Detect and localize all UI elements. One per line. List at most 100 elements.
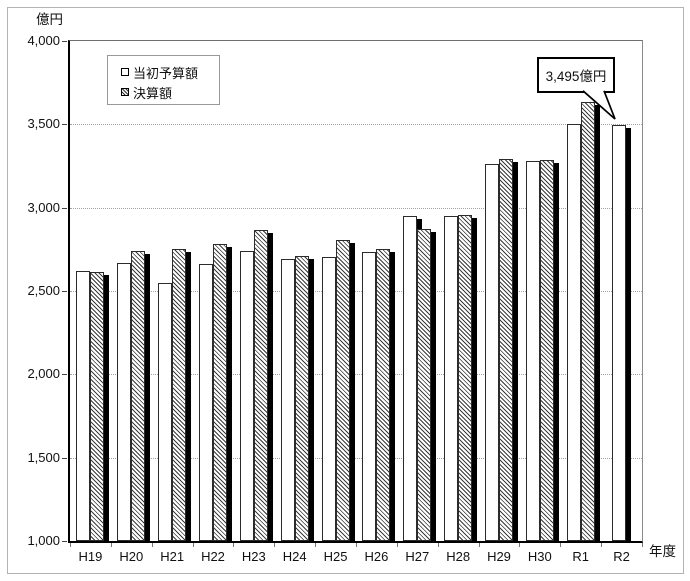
- y-tick-label-2500: 2,500: [27, 283, 60, 298]
- bar-settlement-H22: [213, 244, 227, 541]
- bar-settlement-H26: [376, 249, 391, 541]
- x-tick-mark-7: [356, 543, 357, 547]
- bar-budget-H20: [117, 262, 132, 541]
- y-tick-mark-4000: [62, 41, 67, 42]
- bar-budget-H24: [280, 258, 295, 541]
- bars-layer: [70, 41, 642, 541]
- x-tick-mark-13: [601, 543, 603, 547]
- bar-settlement-H28: [458, 215, 473, 541]
- x-axis-title: 年度: [649, 544, 676, 559]
- x-tick-mark-6: [315, 543, 317, 547]
- bar-shadow-settlement-H30: [553, 163, 559, 541]
- x-tick-mark-0: [70, 543, 71, 547]
- x-tick-mark-9: [437, 543, 439, 547]
- bar-budget-H30: [525, 161, 540, 541]
- gridline-2500: [70, 291, 642, 292]
- x-tick-label-H28: H28: [446, 549, 471, 564]
- x-tick-label-H20: H20: [119, 549, 144, 564]
- bar-settlement-H20: [131, 251, 146, 541]
- x-tick-label-R2: R2: [613, 549, 630, 564]
- bar-shadow-settlement-H22: [227, 247, 232, 541]
- x-tick-mark-1: [110, 543, 112, 547]
- callout-text: 3,495億円: [545, 69, 607, 84]
- x-tick-label-H30: H30: [527, 549, 552, 564]
- chart-outer-frame: [7, 7, 684, 574]
- x-tick-mark-12: [560, 543, 562, 547]
- bar-shadow-settlement-H27: [431, 232, 437, 541]
- plot-area: [68, 40, 643, 543]
- x-tick-mark-14: [642, 543, 643, 547]
- x-tick-label-R1: R1: [572, 549, 590, 564]
- legend-swatch-budget-icon: [121, 68, 129, 76]
- bar-budget-H27: [403, 216, 418, 541]
- bar-shadow-settlement-H28: [472, 218, 478, 541]
- bar-shadow-settlement-H24: [308, 259, 314, 541]
- x-tick-mark-5: [274, 543, 276, 547]
- bar-shadow-settlement-H29: [513, 162, 518, 541]
- legend-swatch-settlement-icon: [121, 88, 129, 96]
- x-tick-mark-2: [151, 543, 153, 547]
- y-tick-label-1500: 1,500: [27, 449, 60, 465]
- bar-budget-H26: [362, 251, 377, 541]
- bar-shadow-settlement-R1: [594, 104, 600, 541]
- x-tick-label-H24: H24: [282, 549, 307, 564]
- bar-settlement-H21: [172, 248, 187, 541]
- gridline-layer: [70, 41, 642, 541]
- y-tick-mark-2000: [62, 374, 67, 376]
- y-tick-label-3500: 3,500: [27, 116, 60, 132]
- bar-shadow-budget-R2: [625, 128, 631, 541]
- bar-budget-H21: [158, 282, 173, 541]
- x-tick-label-H29: H29: [487, 549, 511, 564]
- bar-budget-H29: [485, 164, 499, 541]
- legend-label-budget: 当初予算額: [133, 65, 199, 81]
- x-tick-mark-3: [192, 543, 194, 547]
- gridline-2000: [70, 374, 642, 376]
- bar-settlement-H30: [539, 160, 554, 541]
- bar-budget-H25: [321, 256, 336, 541]
- y-tick-mark-3000: [62, 207, 67, 209]
- bar-shadow-settlement-H25: [349, 243, 355, 541]
- x-tick-mark-8: [396, 543, 398, 547]
- bar-budget-R2: [611, 125, 626, 541]
- y-tick-label-1000: 1,000: [27, 533, 60, 548]
- bar-settlement-R1: [580, 101, 595, 541]
- bar-shadow-settlement-H23: [267, 233, 273, 541]
- bar-shadow-settlement-H26: [390, 252, 396, 541]
- bar-budget-H28: [444, 216, 459, 541]
- y-axis-unit-label: 億円: [36, 12, 63, 27]
- x-tick-label-H27: H27: [405, 549, 430, 564]
- gridline-3500: [70, 124, 642, 126]
- bar-settlement-H23: [253, 230, 268, 541]
- x-tick-label-H23: H23: [241, 549, 266, 564]
- bar-budget-R1: [566, 124, 581, 541]
- x-tick-mark-4: [233, 543, 235, 547]
- bar-settlement-H19: [90, 271, 105, 541]
- bar-budget-H23: [239, 251, 254, 541]
- bar-settlement-H25: [335, 240, 350, 541]
- x-tick-mark-11: [519, 543, 521, 547]
- legend: 当初予算額 決算額: [107, 55, 220, 105]
- gridline-3000: [70, 207, 642, 209]
- bar-budget-H19: [76, 271, 91, 541]
- legend-label-settlement: 決算額: [133, 85, 173, 101]
- bar-shadow-settlement-H20: [145, 254, 151, 541]
- y-tick-mark-1500: [62, 457, 67, 459]
- bar-settlement-H27: [417, 229, 432, 541]
- x-tick-label-H19: H19: [78, 549, 103, 564]
- gridline-1500: [70, 457, 642, 459]
- legend-item-budget: 当初予算額: [121, 63, 219, 81]
- y-tick-label-3000: 3,000: [27, 199, 60, 215]
- legend-item-settlement: 決算額: [121, 83, 219, 101]
- callout-annotation: 3,495億円: [537, 57, 615, 93]
- x-tick-mark-10: [478, 543, 480, 547]
- bar-settlement-H24: [294, 256, 309, 541]
- x-tick-label-H25: H25: [323, 549, 348, 564]
- y-tick-label-2000: 2,000: [27, 366, 60, 382]
- y-tick-mark-2500: [62, 291, 67, 292]
- y-tick-mark-3500: [62, 124, 67, 126]
- bar-shadow-settlement-H21: [186, 251, 192, 541]
- bar-budget-H22: [199, 263, 213, 541]
- x-tick-label-H21: H21: [160, 549, 185, 564]
- x-tick-label-H26: H26: [364, 549, 389, 564]
